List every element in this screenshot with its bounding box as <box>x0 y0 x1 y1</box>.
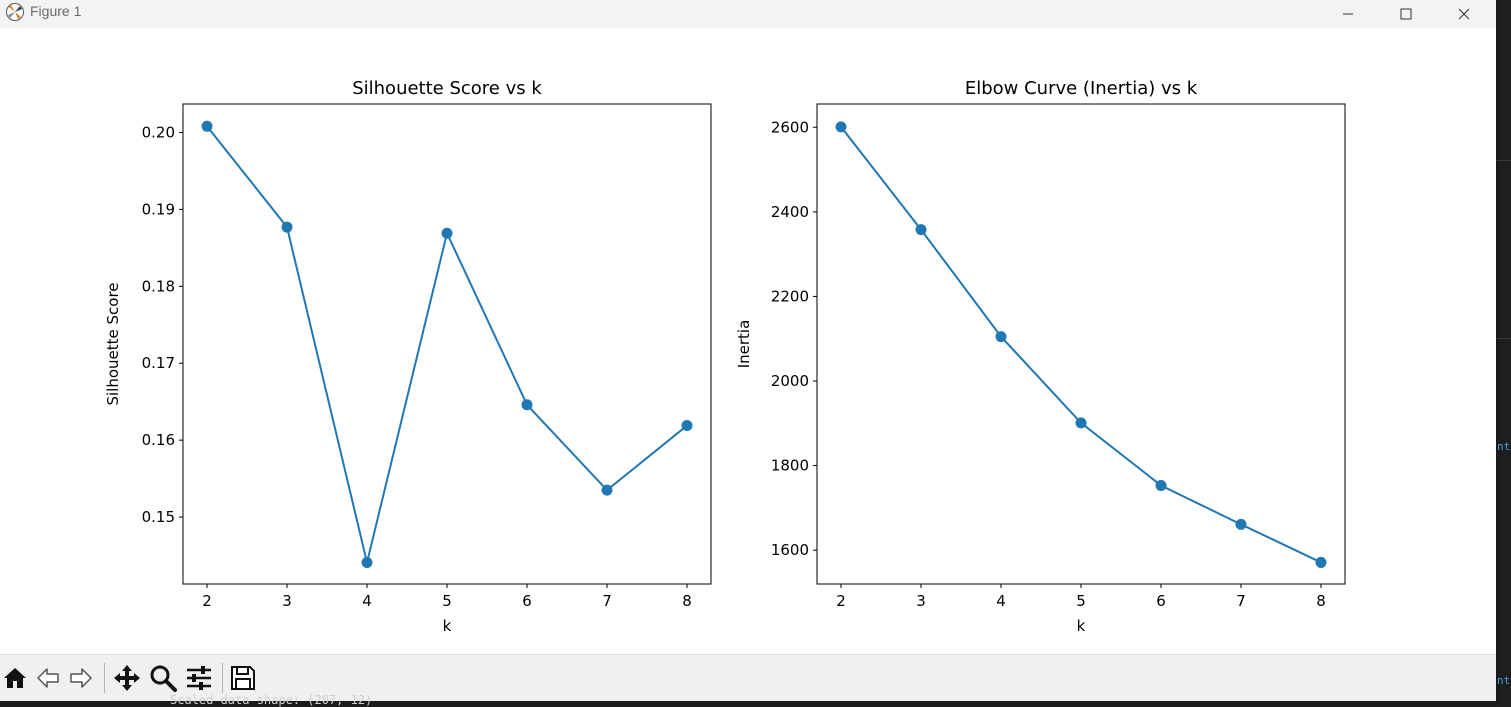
home-icon <box>4 668 26 688</box>
title-bar[interactable]: Figure 1 <box>0 0 1496 28</box>
toolbar-separator <box>104 663 105 693</box>
home-button[interactable] <box>0 663 30 693</box>
data-point <box>1075 417 1087 429</box>
y-axis-label: Silhouette Score <box>104 282 122 405</box>
data-point <box>361 556 373 568</box>
x-tick-label: 2 <box>836 592 846 610</box>
data-point <box>601 484 613 496</box>
x-tick-label: 5 <box>1076 592 1086 610</box>
close-icon <box>1458 8 1470 20</box>
maximize-icon <box>1400 8 1412 20</box>
zoom-magnifier-icon <box>150 665 177 692</box>
x-tick-label: 8 <box>1316 592 1326 610</box>
x-tick-label: 6 <box>1156 592 1166 610</box>
data-point <box>201 120 213 132</box>
x-tick-label: 8 <box>682 592 692 610</box>
y-tick-label: 0.19 <box>142 200 175 218</box>
minimize-icon <box>1343 13 1353 15</box>
background-window-divider <box>1497 338 1511 339</box>
y-tick-label: 2000 <box>771 372 809 390</box>
configure-subplots-button[interactable] <box>184 663 214 693</box>
chart-title: Silhouette Score vs k <box>352 78 542 99</box>
x-tick-label: 6 <box>522 592 532 610</box>
data-point <box>995 331 1007 343</box>
window-title: Figure 1 <box>30 3 82 19</box>
save-floppy-icon <box>231 666 255 690</box>
chart-title: Elbow Curve (Inertia) vs k <box>965 78 1198 99</box>
background-terminal-text: nt <box>1497 674 1511 687</box>
data-point <box>835 121 847 133</box>
y-tick-label: 0.15 <box>142 508 175 526</box>
background-terminal-text: Scaled data shape: (207, 12) <box>170 693 373 707</box>
data-point <box>681 420 693 432</box>
data-point <box>1315 556 1327 568</box>
x-tick-label: 7 <box>602 592 612 610</box>
save-button[interactable] <box>228 663 258 693</box>
y-tick-label: 2400 <box>771 203 809 221</box>
navigation-toolbar <box>0 654 1496 701</box>
data-point <box>1235 518 1247 530</box>
close-button[interactable] <box>1435 0 1493 28</box>
y-tick-label: 0.20 <box>142 123 175 141</box>
series-line <box>206 125 688 563</box>
x-axis-label: k <box>443 617 452 635</box>
figure-canvas[interactable]: 2 3 4 5 6 7 8 0.15 0.16 0.17 0.18 0.19 0.20 Silhouett… <box>0 28 1496 654</box>
x-tick-label: 3 <box>282 592 292 610</box>
data-point <box>281 221 293 233</box>
back-button[interactable] <box>33 663 63 693</box>
maximize-button[interactable] <box>1377 0 1435 28</box>
pan-move-icon <box>114 665 140 691</box>
figure-plot-area: 2 3 4 5 6 7 8 0.15 0.16 0.17 0.18 0.19 0.20 Silhouett… <box>104 78 1346 635</box>
x-tick-label: 4 <box>362 592 372 610</box>
forward-arrow-icon <box>70 668 92 688</box>
series-line <box>840 126 1322 564</box>
minimize-button[interactable] <box>1319 0 1377 28</box>
background-terminal-text: nt <box>1497 440 1511 453</box>
data-point <box>441 227 453 239</box>
data-point <box>521 399 533 411</box>
x-axis-label: k <box>1077 617 1086 635</box>
y-tick-label: 0.16 <box>142 431 175 449</box>
background-window-divider <box>1497 160 1511 161</box>
back-arrow-icon <box>37 668 59 688</box>
y-tick-label: 1600 <box>771 541 809 559</box>
axes-frame <box>182 103 712 585</box>
axes-frame <box>816 103 1346 585</box>
x-tick-label: 7 <box>1236 592 1246 610</box>
y-tick-label: 0.17 <box>142 354 175 372</box>
data-point <box>915 224 927 236</box>
x-tick-label: 5 <box>442 592 452 610</box>
y-tick-label: 0.18 <box>142 277 175 295</box>
y-tick-label: 2200 <box>771 287 809 305</box>
forward-button[interactable] <box>66 663 96 693</box>
toolbar-separator <box>222 663 223 693</box>
y-axis-label: Inertia <box>735 320 753 369</box>
matplotlib-logo-icon <box>6 3 24 21</box>
x-tick-label: 2 <box>202 592 212 610</box>
zoom-button[interactable] <box>148 663 178 693</box>
sliders-icon <box>187 666 211 690</box>
x-tick-label: 3 <box>916 592 926 610</box>
y-tick-label: 1800 <box>771 457 809 475</box>
pan-button[interactable] <box>112 663 142 693</box>
x-tick-label: 4 <box>996 592 1006 610</box>
y-tick-label: 2600 <box>771 118 809 136</box>
data-point <box>1155 479 1167 491</box>
